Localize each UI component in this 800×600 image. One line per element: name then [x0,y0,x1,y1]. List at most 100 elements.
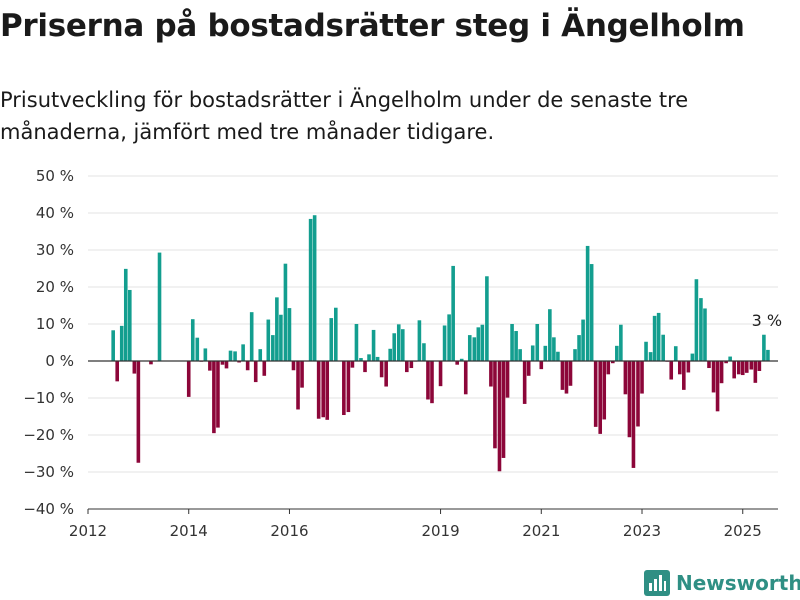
data-bar [262,361,267,376]
data-bar [757,361,762,371]
y-tick-label: 40 % [36,204,74,222]
data-bar [648,352,653,361]
data-bar [510,324,514,361]
data-bar [585,245,590,361]
data-bar [724,361,728,364]
data-bar [644,341,648,361]
y-tick-label: −40 % [23,500,74,518]
data-bar [669,361,674,380]
data-bar [224,361,229,369]
data-bar [744,361,749,373]
x-tick-label: 2025 [724,522,762,540]
data-bar [467,335,472,361]
x-tick-label: 2019 [421,522,459,540]
data-bar [245,361,250,371]
data-bar [442,325,447,361]
data-bar [342,361,346,416]
data-bar [518,349,522,361]
data-bar [396,324,401,361]
data-bar [602,361,607,420]
data-bar [132,361,137,374]
data-bar [673,346,678,361]
data-bar [459,358,464,361]
data-bar [447,314,451,361]
latest-value-annotation: 3 % [752,311,782,330]
data-bar [426,361,430,400]
y-tick-label: 20 % [36,278,74,296]
chart-subtitle: Prisutveckling för bostadsrätter i Ängel… [0,88,689,144]
data-bar [220,361,225,365]
y-tick-label: 10 % [36,315,74,333]
data-bar [560,361,565,390]
data-bar [619,324,623,361]
data-bar [631,361,636,468]
data-bar [732,361,736,379]
y-tick-label: −30 % [23,463,74,481]
data-bar [593,361,598,427]
data-bar [640,361,644,394]
data-bar [379,361,384,378]
data-bar [241,344,245,361]
data-bar [136,361,141,463]
data-bar [556,351,560,361]
data-bar [636,361,640,427]
data-bar [409,361,414,369]
data-bar [694,279,699,361]
data-bar [564,361,569,394]
data-bar [661,334,665,361]
data-bar [682,361,686,390]
data-bar [548,309,552,361]
data-bar [405,361,409,373]
bar-chart: 50 % 40 % 30 % 20 % 10 % 0 % −10 % −20 % −30 % −4… [23,167,782,540]
bar-chart-logo-icon [644,570,670,596]
data-bar [249,312,254,361]
data-bar [623,361,628,395]
data-bar [766,349,770,361]
data-bar [186,361,191,397]
data-bar [728,356,732,361]
data-bar [128,289,132,361]
data-bar [719,361,724,384]
data-bar [711,361,716,393]
data-bar [485,276,489,361]
data-bar [253,361,258,383]
data-bar [652,315,657,361]
data-bar [686,361,691,373]
data-bar [606,361,611,375]
y-tick-label: 50 % [36,167,74,185]
data-bar [699,298,703,361]
x-tick-label: 2023 [623,522,661,540]
data-bar [740,361,745,376]
data-bar [577,335,581,361]
data-bar [493,361,497,449]
data-bar [539,361,544,370]
data-bar [195,337,200,361]
data-bar [514,331,518,361]
x-tick-label: 2021 [522,522,560,540]
data-bar [753,361,758,383]
data-bar [749,361,754,370]
data-bar [530,345,535,361]
data-bar [287,308,292,361]
data-bar [308,218,313,361]
data-bar [627,361,632,438]
data-bar [354,324,359,361]
data-bar [707,361,711,369]
data-bar [123,268,128,361]
x-tick-label: 2014 [170,522,208,540]
x-tick-label: 2016 [270,522,308,540]
data-bar [346,361,351,413]
brand-name: Newsworthy [676,571,800,595]
data-bar [266,319,271,361]
data-bar [212,361,216,434]
data-bar [476,327,481,361]
data-bar [350,361,355,368]
data-bar [275,297,279,361]
data-bar [371,329,376,361]
data-bar [400,329,405,361]
data-bar [363,361,367,373]
data-bar [472,337,477,361]
data-bar [422,343,426,361]
y-tick-label: −10 % [23,389,74,407]
y-tick-label: 30 % [36,241,74,259]
